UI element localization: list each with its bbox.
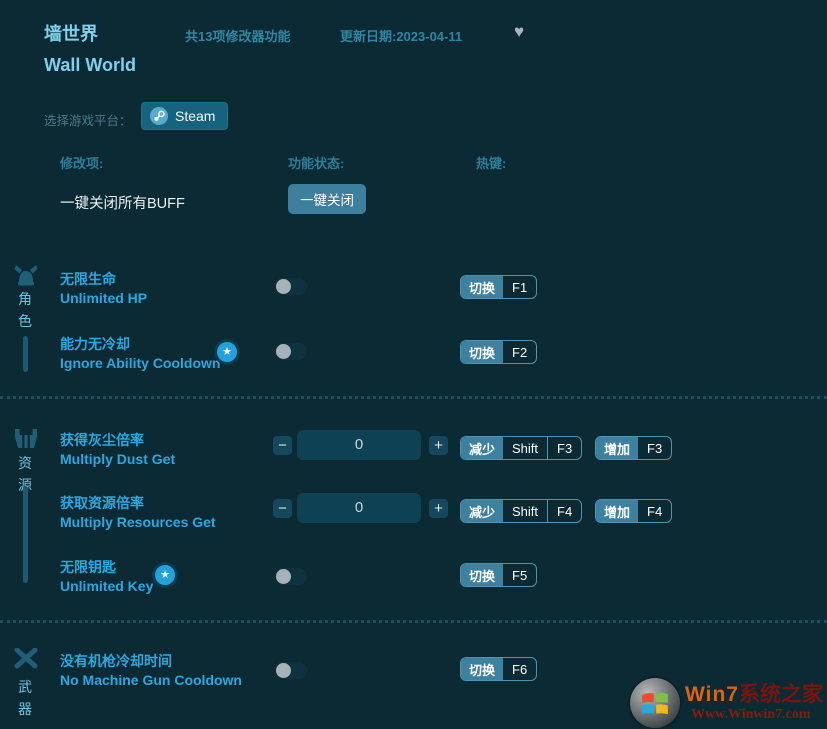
watermark-text: Win7系统之家 Www.Winwin7.com bbox=[685, 684, 823, 722]
section-label-character: 角色 bbox=[18, 291, 32, 329]
steam-button-label: Steam bbox=[175, 108, 216, 124]
watermark-url: Www.Winwin7.com bbox=[691, 706, 811, 722]
windows-flag-icon bbox=[642, 692, 668, 714]
premium-star-icon: ★ bbox=[152, 562, 178, 588]
section-divider bbox=[0, 396, 827, 399]
hotkey-action-label: 切换 bbox=[461, 564, 504, 586]
watermark: Win7系统之家 Www.Winwin7.com bbox=[630, 676, 827, 729]
feature-name-en: No Machine Gun Cooldown bbox=[60, 672, 242, 688]
feature-names: 没有机枪冷却时间 No Machine Gun Cooldown bbox=[60, 653, 242, 689]
hotkey-key-label: F4 bbox=[647, 503, 663, 519]
resources-decrease-hotkey-button[interactable]: 减少 Shift F4 bbox=[460, 499, 583, 523]
toggle-knob bbox=[276, 569, 291, 584]
hotkey-action-label: 减少 bbox=[461, 500, 504, 522]
no-machine-gun-cooldown-hotkey-button[interactable]: 切换 F6 bbox=[460, 657, 538, 681]
no-machine-gun-cooldown-toggle[interactable] bbox=[275, 662, 307, 679]
helmet-icon bbox=[14, 265, 38, 286]
dust-increase-stepper[interactable]: + bbox=[429, 436, 448, 455]
feature-names: 无限钥匙 Unlimited Key bbox=[60, 559, 153, 595]
steam-platform-button[interactable]: Steam bbox=[141, 102, 229, 130]
hotkey-key-label: F4 bbox=[547, 500, 581, 522]
feature-name-cn: 无限生命 bbox=[60, 271, 116, 287]
hotkey-action-label: 增加 bbox=[596, 500, 639, 522]
resources-decrease-stepper[interactable]: − bbox=[273, 499, 292, 518]
hotkey-key-label: F3 bbox=[547, 437, 581, 459]
column-header-status: 功能状态: bbox=[288, 156, 345, 171]
ignore-ability-cooldown-hotkey-button[interactable]: 切换 F2 bbox=[460, 340, 538, 364]
section-bar-character bbox=[23, 336, 28, 372]
swords-icon bbox=[14, 648, 38, 669]
feature-name-en: Multiply Resources Get bbox=[60, 514, 216, 530]
feature-name-cn: 无限钥匙 bbox=[60, 559, 116, 575]
hotkey-key-label: F6 bbox=[512, 661, 528, 677]
hotkey-key-label: F2 bbox=[512, 344, 528, 360]
feature-row-ignore-ability-cooldown: 能力无冷却 Ignore Ability Cooldown ★ 切换 F2 bbox=[0, 336, 827, 378]
unlimited-key-toggle[interactable] bbox=[275, 568, 307, 585]
feature-names: 无限生命 Unlimited HP bbox=[60, 271, 147, 307]
feature-row-unlimited-hp: 无限生命 Unlimited HP 切换 F1 bbox=[0, 271, 827, 313]
section-label-weapons: 武器 bbox=[18, 679, 32, 717]
resources-increase-hotkey-button[interactable]: 增加 F4 bbox=[595, 499, 673, 523]
toggle-knob bbox=[276, 279, 291, 294]
steam-icon bbox=[150, 107, 168, 125]
premium-star-icon: ★ bbox=[214, 339, 240, 365]
column-header-modifier: 修改项: bbox=[60, 156, 104, 171]
dust-decrease-hotkey-button[interactable]: 减少 Shift F3 bbox=[460, 436, 583, 460]
column-header-hotkey: 热键: bbox=[476, 156, 507, 171]
close-all-buffs-button[interactable]: 一键关闭 bbox=[288, 184, 366, 214]
resources-value-input[interactable]: 0 bbox=[297, 493, 421, 523]
feature-name-en: Unlimited Key bbox=[60, 578, 154, 594]
master-row-label: 一键关闭所有BUFF bbox=[60, 196, 185, 212]
feature-row-no-machine-gun-cooldown: 没有机枪冷却时间 No Machine Gun Cooldown 切换 F6 bbox=[0, 653, 827, 695]
favorite-heart-icon[interactable]: ♥ bbox=[514, 22, 525, 41]
hotkey-action-label: 切换 bbox=[461, 341, 504, 363]
hotkey-action-label: 切换 bbox=[461, 658, 504, 680]
game-title-en: Wall World bbox=[44, 55, 136, 75]
feature-name-cn: 能力无冷却 bbox=[60, 336, 130, 352]
feature-count: 共13项修改器功能 bbox=[185, 29, 291, 44]
feature-row-multiply-resources-get: 获取资源倍率 Multiply Resources Get − 0 + 减少 S… bbox=[0, 493, 827, 537]
platform-select-label: 选择游戏平台： bbox=[44, 114, 132, 128]
resources-increase-stepper[interactable]: + bbox=[429, 499, 448, 518]
hotkey-action-label: 增加 bbox=[596, 437, 639, 459]
game-title-cn: 墙世界 bbox=[44, 24, 98, 44]
section-label-resources: 资源 bbox=[18, 455, 32, 493]
feature-name-en: Multiply Dust Get bbox=[60, 451, 176, 467]
hotkey-key-label: F5 bbox=[512, 567, 528, 583]
unlimited-hp-toggle[interactable] bbox=[275, 278, 307, 295]
hotkey-key-label: F3 bbox=[647, 440, 663, 456]
feature-name-en: Ignore Ability Cooldown bbox=[60, 355, 221, 371]
feature-name-cn: 获取资源倍率 bbox=[60, 495, 144, 511]
feature-name-cn: 没有机枪冷却时间 bbox=[60, 653, 172, 669]
unlimited-key-hotkey-button[interactable]: 切换 F5 bbox=[460, 563, 538, 587]
hotkey-mod-label: Shift bbox=[512, 440, 539, 456]
hotkey-action-label: 减少 bbox=[461, 437, 504, 459]
feature-name-cn: 获得灰尘倍率 bbox=[60, 432, 144, 448]
hotkey-action-label: 切换 bbox=[461, 276, 504, 298]
watermark-brand-cn: 系统之家 bbox=[738, 682, 823, 706]
section-bar-resources bbox=[23, 486, 28, 583]
ignore-ability-cooldown-toggle[interactable] bbox=[275, 343, 307, 360]
section-divider bbox=[0, 620, 827, 623]
minecart-icon bbox=[14, 429, 38, 448]
feature-names: 获得灰尘倍率 Multiply Dust Get bbox=[60, 432, 175, 468]
feature-row-multiply-dust-get: 获得灰尘倍率 Multiply Dust Get − 0 + 减少 Shift … bbox=[0, 430, 827, 474]
unlimited-hp-hotkey-button[interactable]: 切换 F1 bbox=[460, 275, 538, 299]
dust-decrease-stepper[interactable]: − bbox=[273, 436, 292, 455]
feature-names: 获取资源倍率 Multiply Resources Get bbox=[60, 495, 216, 531]
windows-logo-icon bbox=[630, 677, 680, 728]
hotkey-key-label: F1 bbox=[512, 279, 528, 295]
feature-row-unlimited-key: 无限钥匙 Unlimited Key ★ 切换 F5 bbox=[0, 559, 827, 601]
dust-value-input[interactable]: 0 bbox=[297, 430, 421, 460]
feature-name-en: Unlimited HP bbox=[60, 290, 148, 306]
feature-names: 能力无冷却 Ignore Ability Cooldown bbox=[60, 336, 220, 372]
dust-increase-hotkey-button[interactable]: 增加 F3 bbox=[595, 436, 673, 460]
watermark-brand-en: Win7 bbox=[685, 682, 739, 706]
update-date: 更新日期:2023-04-11 bbox=[340, 29, 463, 44]
toggle-knob bbox=[276, 663, 291, 678]
toggle-knob bbox=[276, 344, 291, 359]
hotkey-mod-label: Shift bbox=[512, 503, 539, 519]
